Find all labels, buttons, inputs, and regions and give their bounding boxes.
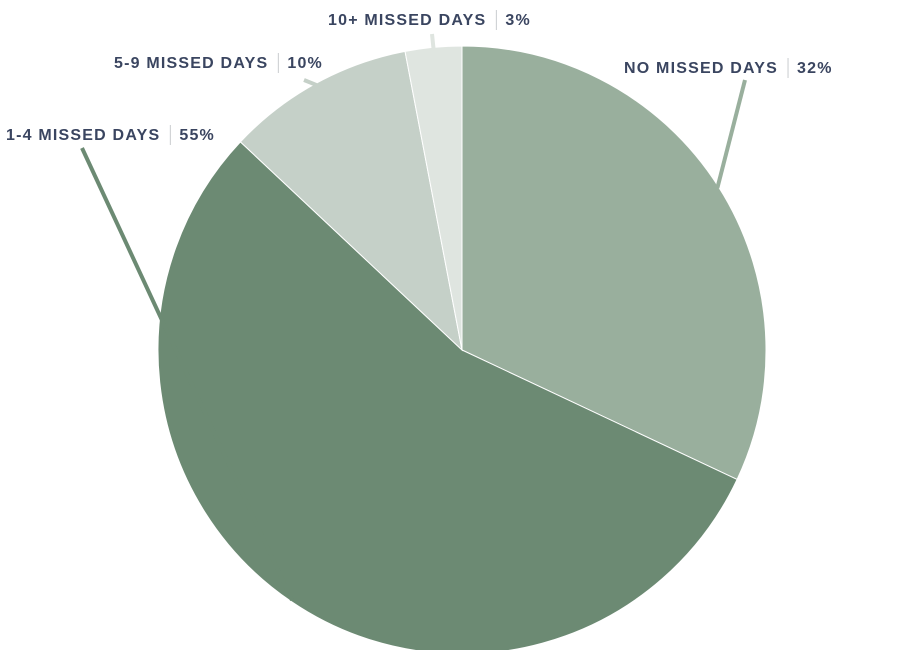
leader-line-3 (303, 78, 318, 87)
slice-label-value-1: 32% (797, 60, 833, 77)
leader-line-2 (80, 147, 294, 602)
leader-lines (80, 33, 747, 602)
slice-label-name-4: 10+ MISSED DAYS (328, 12, 486, 29)
leader-line-1 (715, 79, 747, 189)
slice-label-name-2: 1-4 MISSED DAYS (6, 127, 160, 144)
slice-label-name-1: NO MISSED DAYS (624, 60, 778, 77)
leader-line-4 (430, 33, 436, 50)
slice-label-value-4: 3% (505, 12, 531, 29)
slice-label-value-3: 10% (287, 55, 323, 72)
slice-label-name-3: 5-9 MISSED DAYS (114, 55, 268, 72)
pie-slice-2 (157, 141, 738, 650)
slice-labels: NO MISSED DAYS 32% 1-4 MISSED DAYS 55% 5-9 M… (6, 10, 833, 145)
slice-label-value-2: 55% (179, 127, 215, 144)
pie-slices (157, 45, 767, 650)
